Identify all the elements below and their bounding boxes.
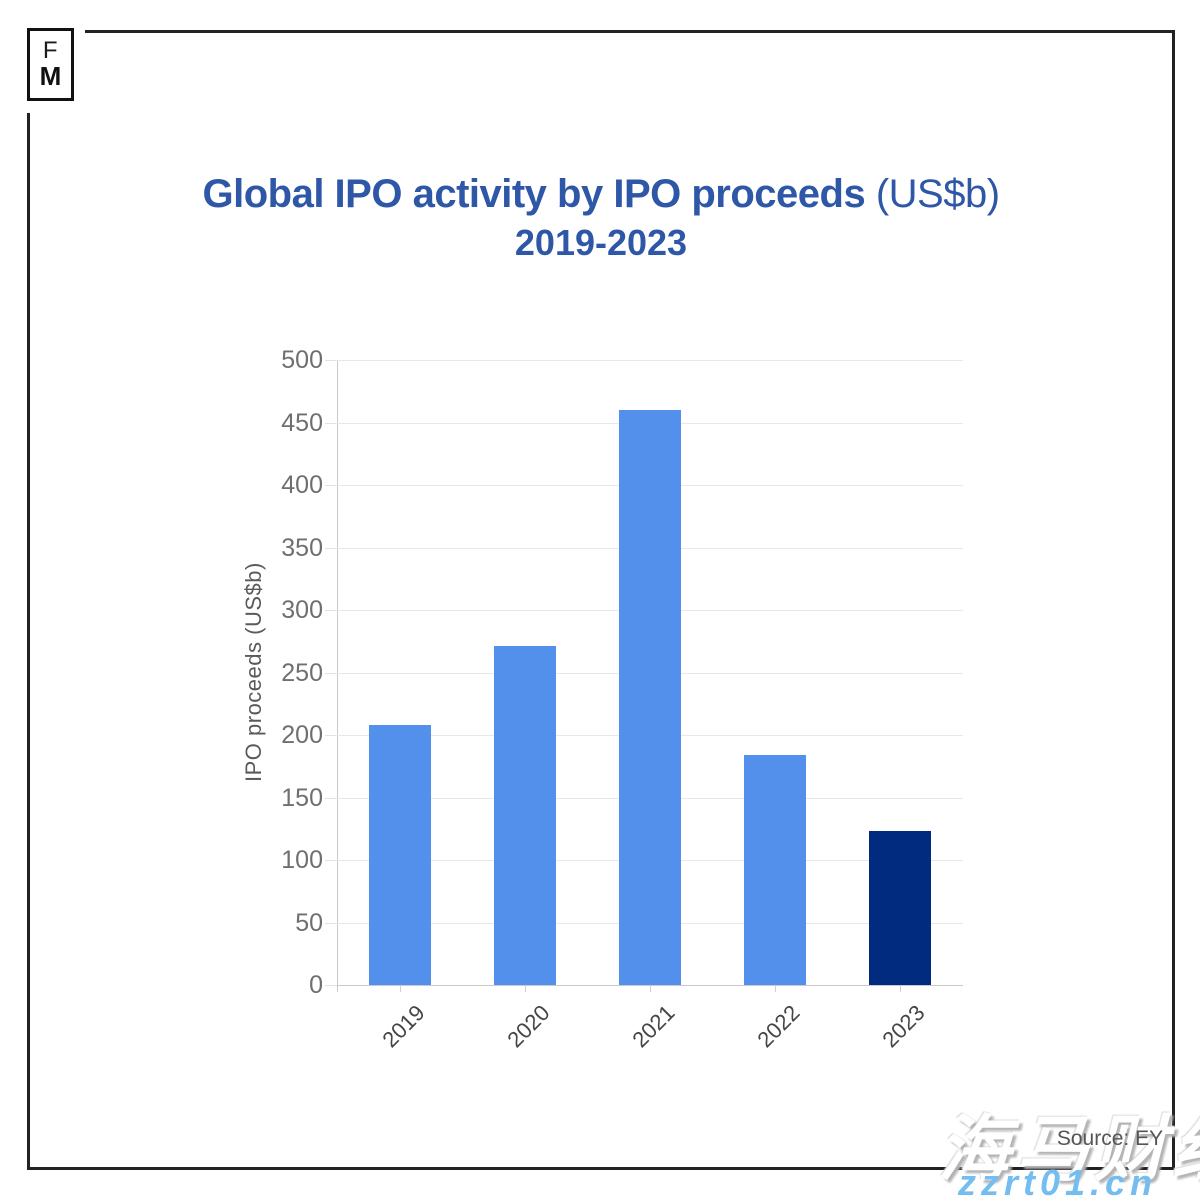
chart-title-units: (US$b)	[865, 172, 1000, 216]
bar-2022	[744, 755, 807, 985]
y-axis-tick-0	[325, 985, 337, 986]
y-axis-tick-300	[325, 610, 337, 611]
y-axis-tick-200	[325, 735, 337, 736]
y-tick-label-150: 150	[281, 783, 323, 812]
logo-letter-f: F	[42, 37, 59, 64]
bar-2019	[368, 725, 431, 985]
x-axis-tick-2020	[524, 985, 526, 992]
y-axis-tick-150	[325, 797, 337, 799]
x-axis-tick-2023	[900, 985, 902, 992]
y-tick-label-300: 300	[281, 596, 323, 624]
y-tick-label-450: 450	[281, 408, 323, 437]
fm-logo: F M	[27, 28, 74, 101]
y-tick-label-100: 100	[281, 846, 323, 874]
y-axis-line	[337, 360, 338, 992]
y-axis-tick-400	[325, 485, 337, 486]
x-axis-tick-2021	[650, 985, 651, 992]
x-axis-tick-2019	[399, 985, 401, 992]
y-tick-label-0: 0	[309, 971, 323, 999]
y-axis-tick-100	[325, 860, 337, 861]
chart-subtitle: 2019-2023	[514, 222, 688, 263]
bar-2021	[619, 410, 681, 985]
y-tick-label-50: 50	[295, 908, 323, 937]
y-axis-tick-500	[325, 360, 337, 361]
watermark-url: zzrt01.cn	[958, 1162, 1158, 1200]
y-axis-tick-50	[325, 922, 337, 924]
y-tick-label-350: 350	[281, 533, 323, 562]
gridline-500	[337, 360, 963, 361]
y-axis-tick-250	[325, 672, 337, 674]
y-tick-label-250: 250	[281, 658, 323, 687]
chart-title: Global IPO activity by IPO proceeds (US$…	[27, 172, 1175, 217]
logo-letter-m: M	[39, 61, 62, 91]
source-label: Source: EY	[1056, 1127, 1164, 1150]
y-tick-label-200: 200	[281, 721, 323, 749]
y-axis-tick-450	[325, 422, 337, 424]
watermark-chinese: 海马财经	[938, 1110, 1200, 1190]
y-tick-label-500: 500	[281, 346, 323, 374]
y-axis-tick-350	[325, 547, 337, 549]
outer-frame	[27, 30, 1175, 1170]
plot-area	[337, 360, 963, 986]
bar-2020	[493, 646, 556, 985]
x-axis-tick-2022	[775, 985, 777, 992]
y-tick-label-400: 400	[281, 471, 323, 499]
bar-2023	[869, 831, 932, 985]
chart-title-main: Global IPO activity by IPO proceeds	[202, 172, 866, 216]
